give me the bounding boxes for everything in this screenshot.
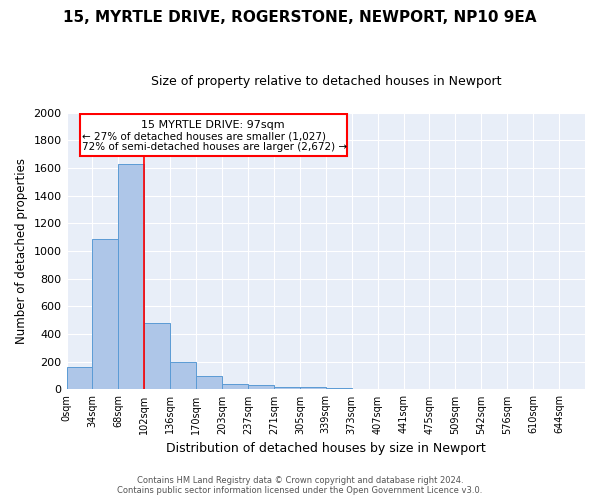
Bar [118,164,145,390]
Y-axis label: Number of detached properties: Number of detached properties [15,158,28,344]
Bar [67,368,92,390]
Bar [274,386,300,390]
Bar [92,238,118,390]
Title: Size of property relative to detached houses in Newport: Size of property relative to detached ho… [151,75,501,88]
Text: 72% of semi-detached houses are larger (2,672) →: 72% of semi-detached houses are larger (… [82,142,347,152]
Bar [196,376,222,390]
Text: 15, MYRTLE DRIVE, ROGERSTONE, NEWPORT, NP10 9EA: 15, MYRTLE DRIVE, ROGERSTONE, NEWPORT, N… [63,10,537,25]
Text: ← 27% of detached houses are smaller (1,027): ← 27% of detached houses are smaller (1,… [82,132,326,141]
Bar [222,384,248,390]
Bar [170,362,196,390]
Text: 15 MYRTLE DRIVE: 97sqm: 15 MYRTLE DRIVE: 97sqm [141,120,285,130]
Text: Contains HM Land Registry data © Crown copyright and database right 2024.
Contai: Contains HM Land Registry data © Crown c… [118,476,482,495]
X-axis label: Distribution of detached houses by size in Newport: Distribution of detached houses by size … [166,442,485,455]
Bar [248,386,274,390]
FancyBboxPatch shape [80,114,347,156]
Bar [145,323,170,390]
Bar [326,388,352,390]
Bar [300,388,326,390]
